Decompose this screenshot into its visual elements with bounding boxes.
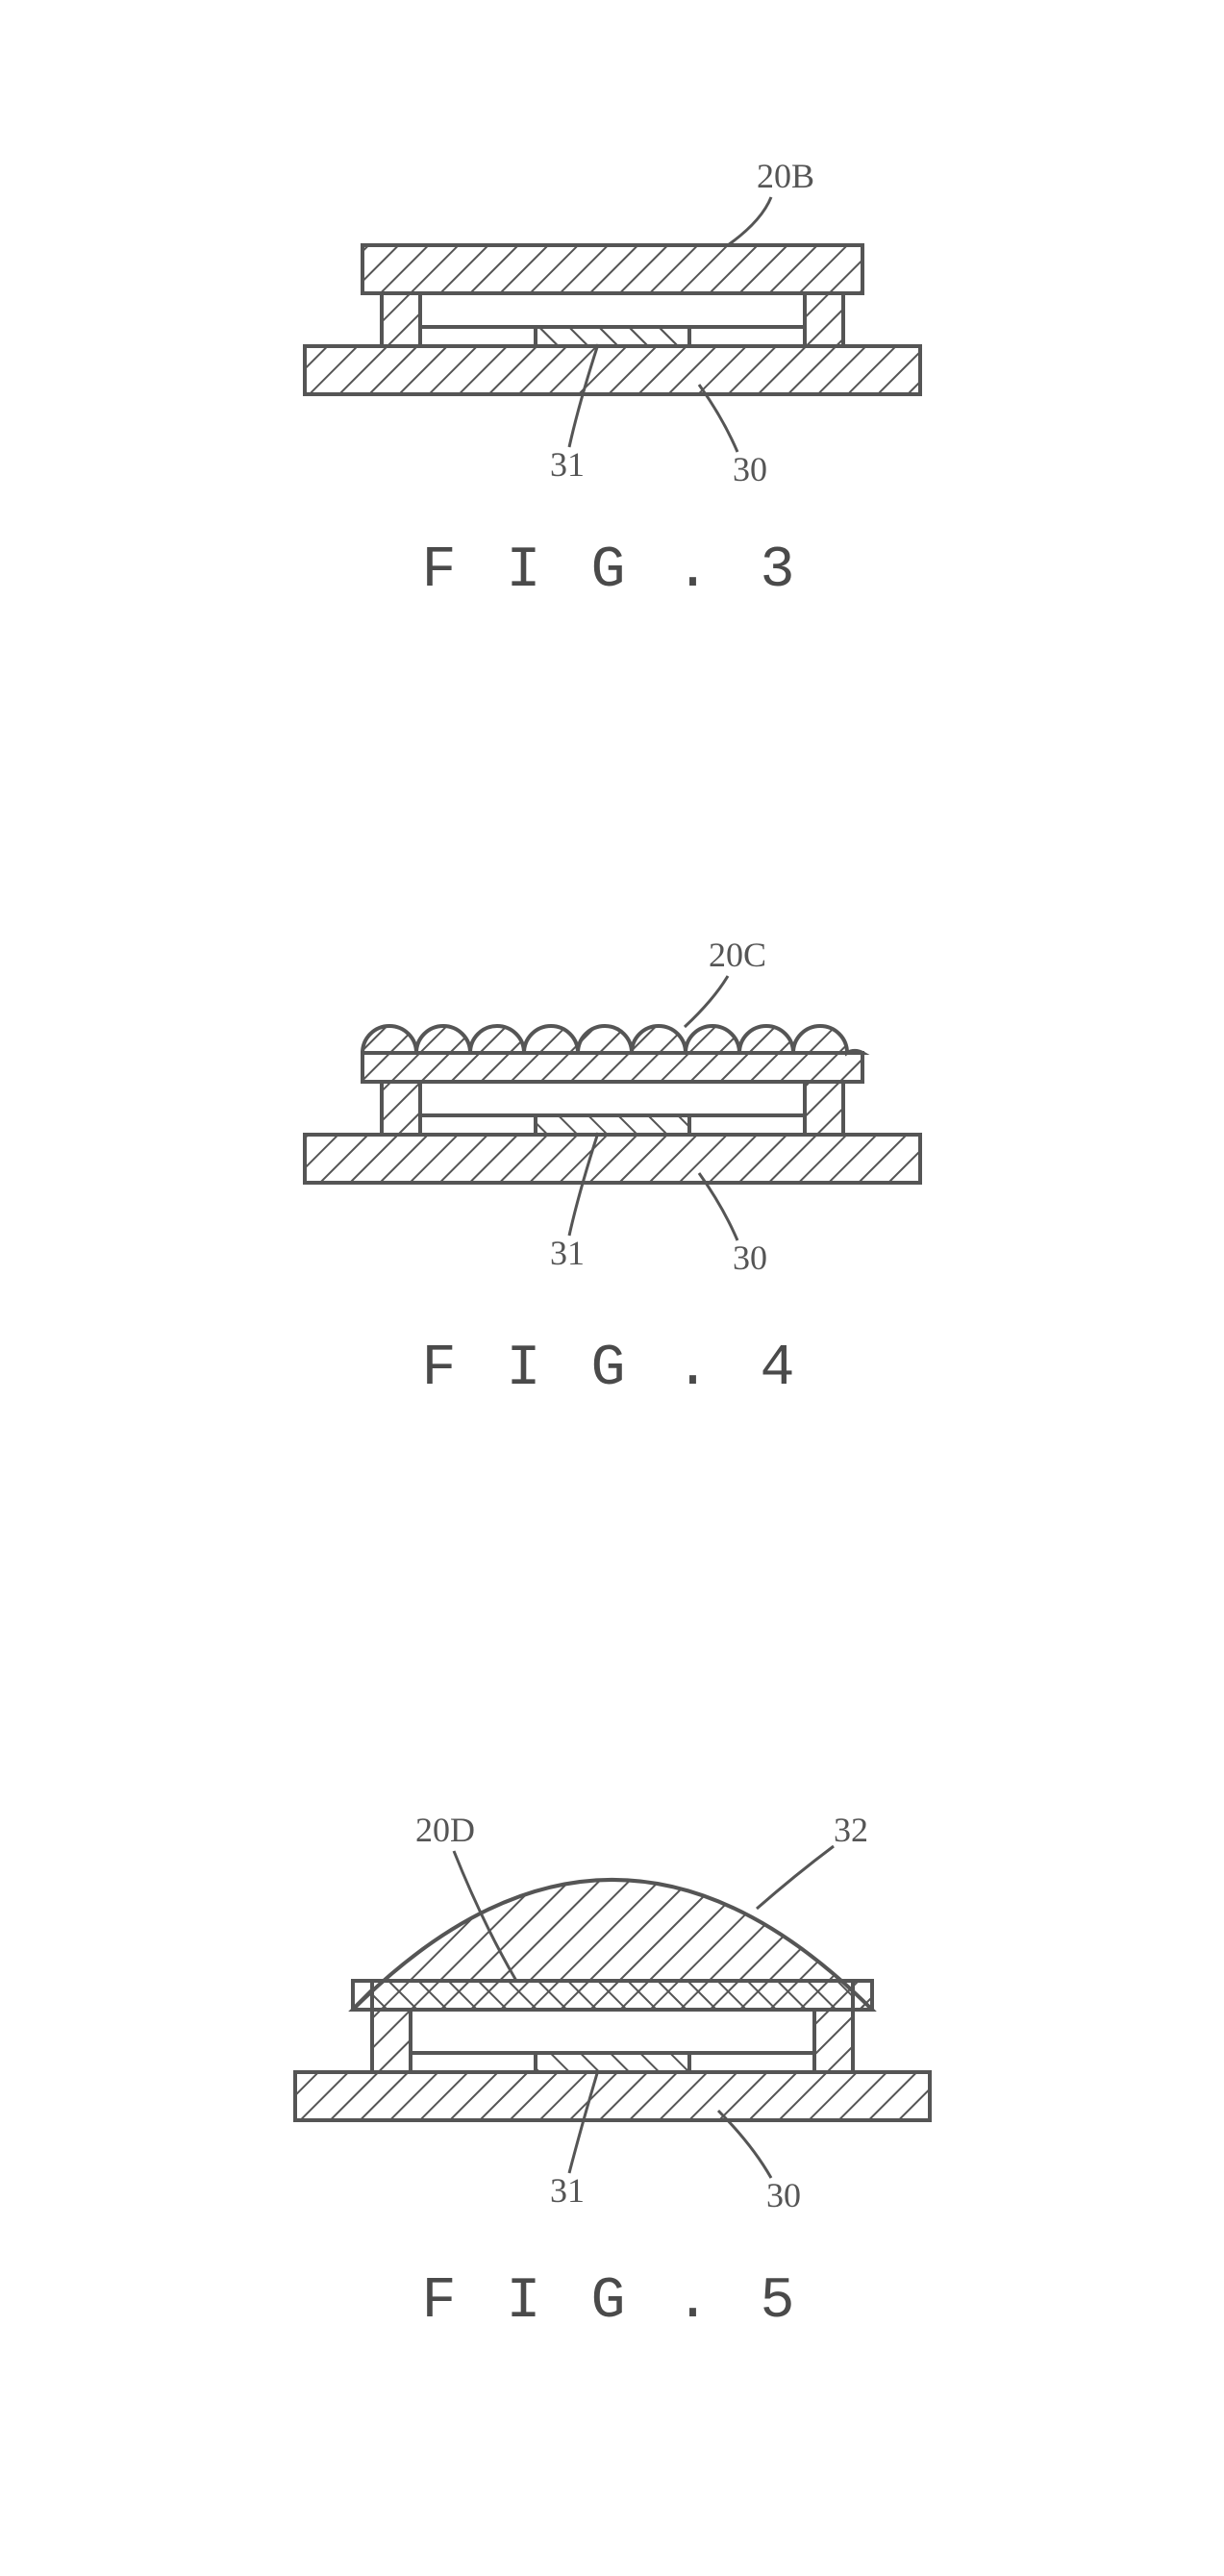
leader-20c — [685, 976, 728, 1027]
figure-4-block: 20C 31 30 F I G . 4 — [0, 865, 1224, 1402]
leader-20b — [728, 197, 771, 245]
figure-3-block: 20B 31 30 F I G . 3 — [0, 96, 1224, 604]
page: 20B 31 30 F I G . 3 — [0, 0, 1224, 2576]
label-30-f5: 30 — [766, 2176, 801, 2214]
caption-fig3: F I G . 3 — [0, 538, 1224, 604]
bumpy-lens-array — [362, 1026, 862, 1053]
leader-32 — [757, 1846, 834, 1909]
figure-3-svg: 20B 31 30 — [247, 96, 978, 500]
label-20c: 20C — [709, 936, 766, 974]
label-20d: 20D — [415, 1811, 475, 1849]
caption-fig4: F I G . 4 — [0, 1337, 1224, 1402]
caption-fig5: F I G . 5 — [0, 2269, 1224, 2335]
label-31: 31 — [550, 445, 585, 484]
label-30-f4: 30 — [733, 1238, 767, 1277]
label-31-f4: 31 — [550, 1234, 585, 1272]
figure-5-svg: 20D 32 31 30 — [218, 1692, 1007, 2231]
label-30: 30 — [733, 450, 767, 488]
figure-5-block: 20D 32 31 30 F I G . 5 — [0, 1692, 1224, 2335]
label-31-f5: 31 — [550, 2171, 585, 2210]
label-20b: 20B — [757, 157, 814, 195]
figure-4-svg: 20C 31 30 — [247, 865, 978, 1298]
label-32: 32 — [834, 1811, 868, 1849]
